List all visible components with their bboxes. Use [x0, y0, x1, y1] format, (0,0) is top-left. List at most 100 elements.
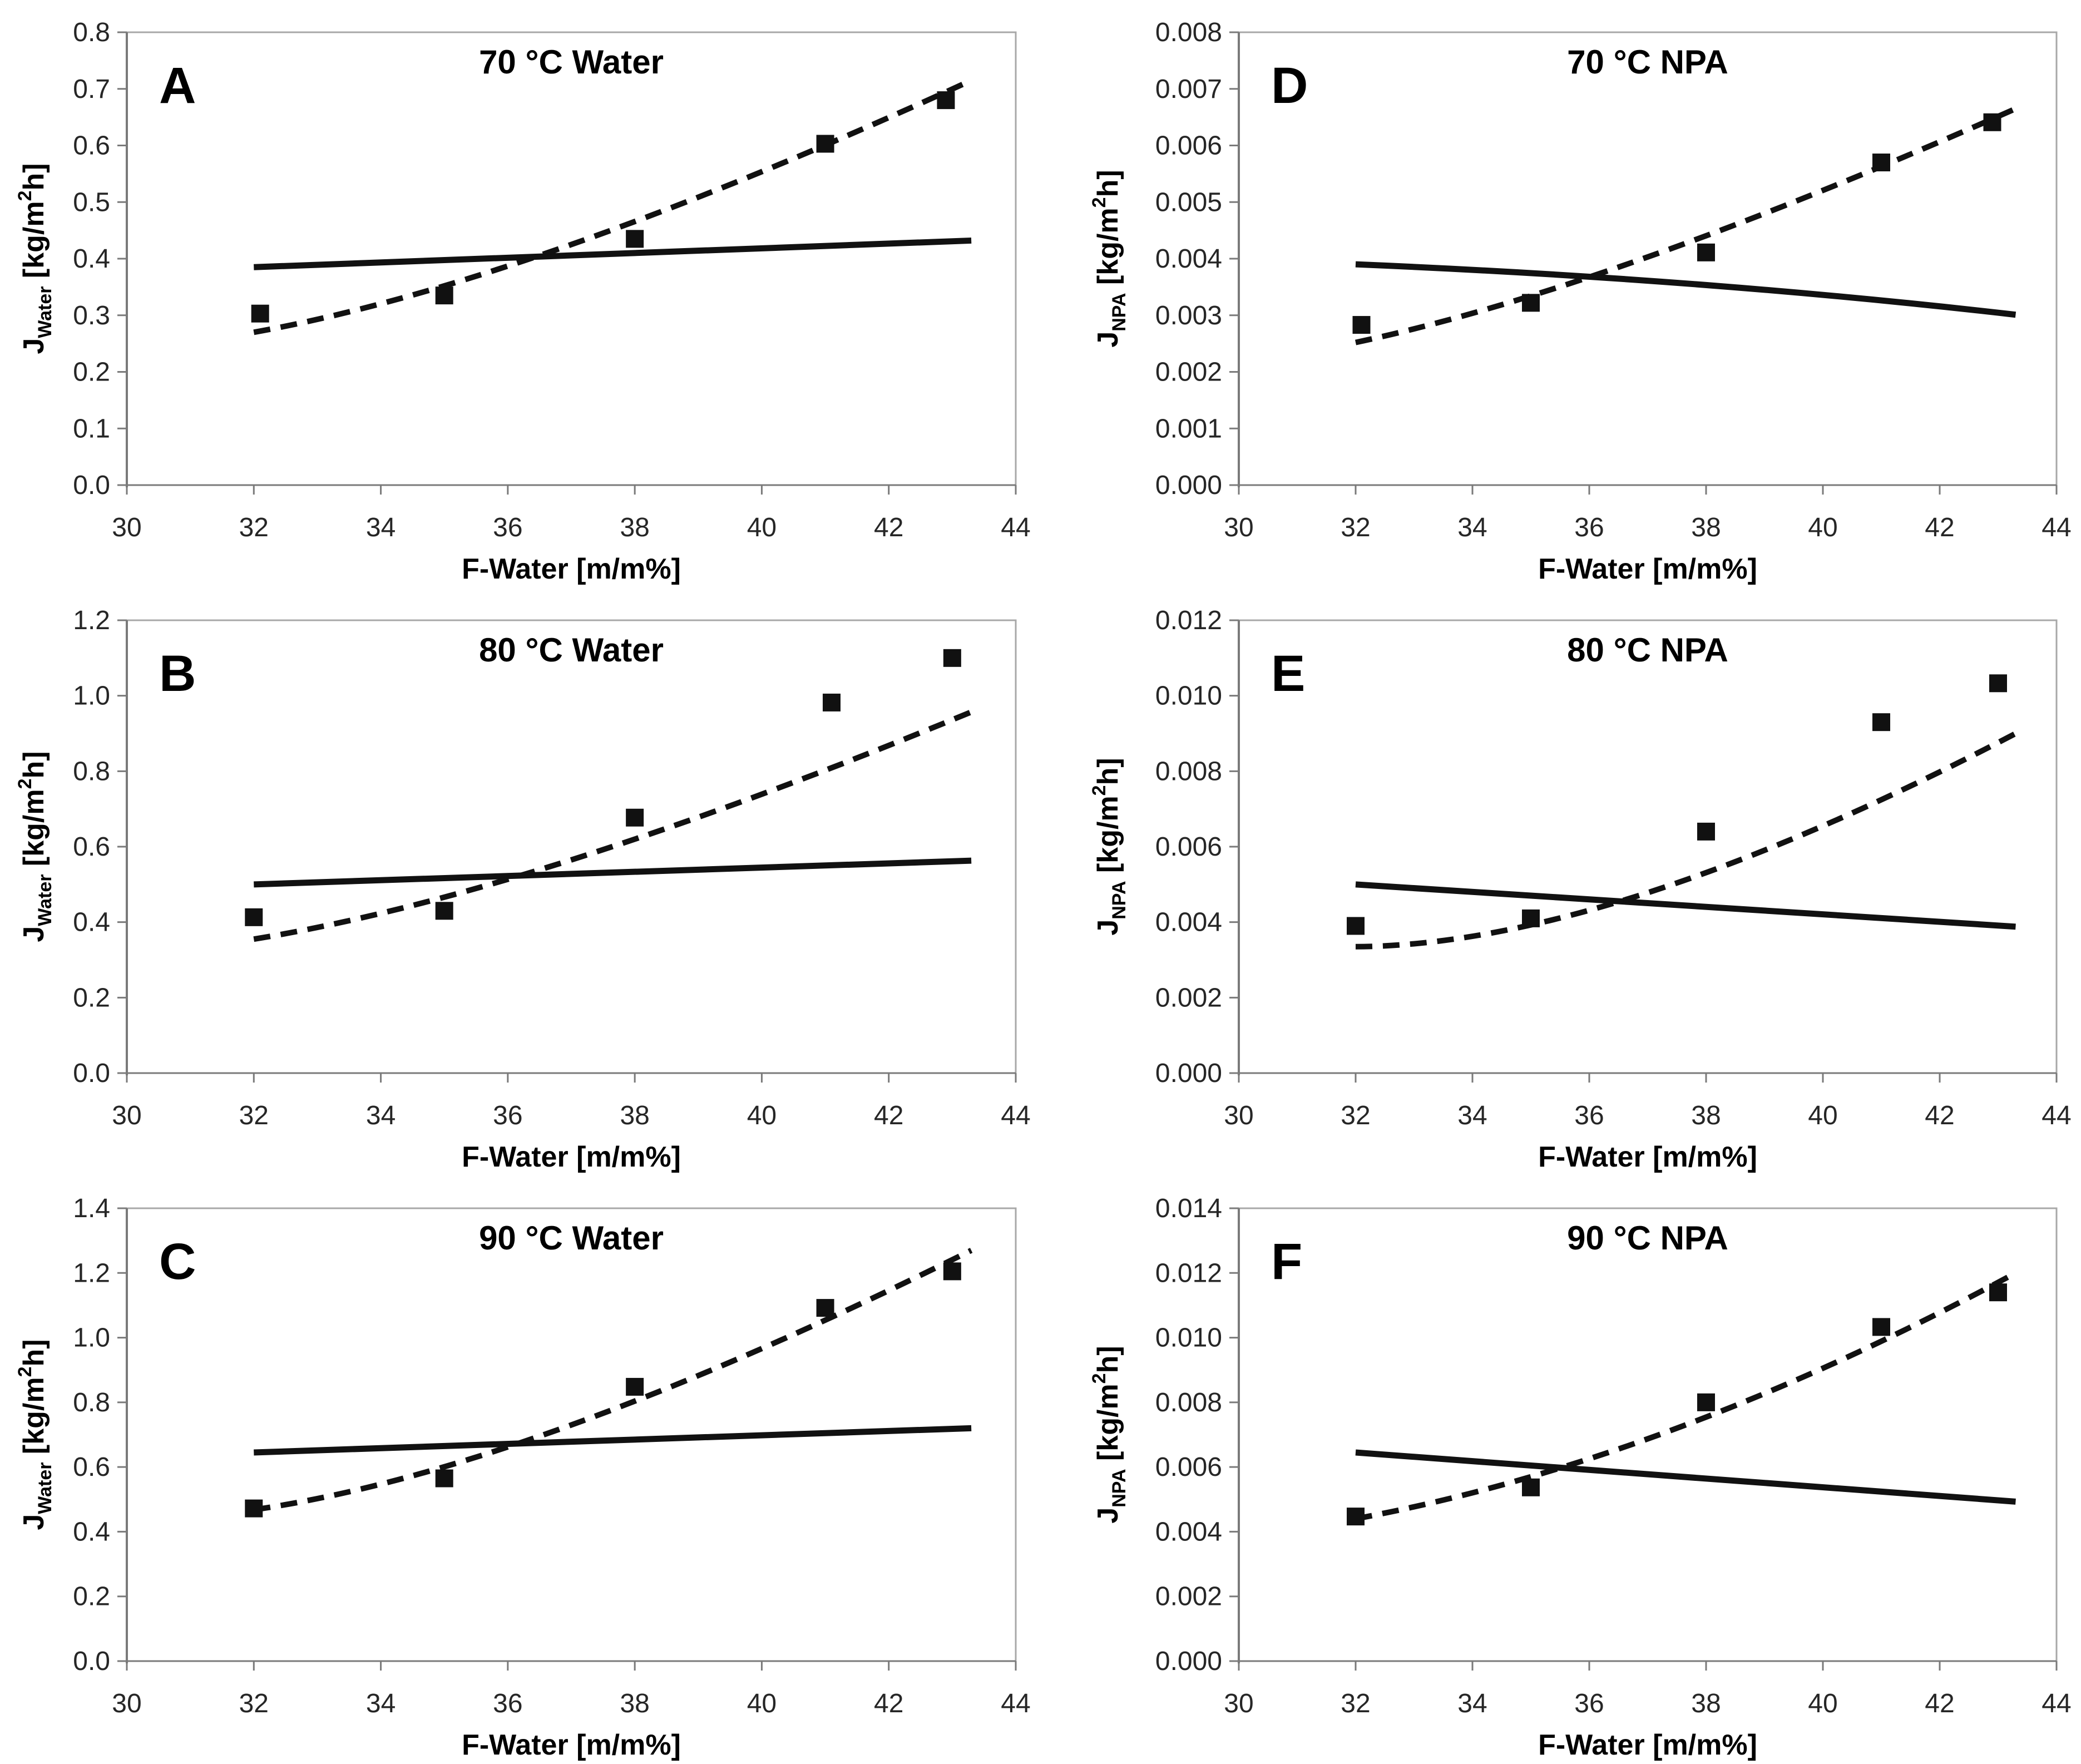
dashed-trend-line — [1355, 106, 2017, 345]
y-axis-title-part: Water — [34, 1462, 56, 1514]
y-tick-label: 0.004 — [1155, 1517, 1222, 1546]
y-tick-label: 1.0 — [73, 681, 110, 711]
data-point-marker — [626, 808, 644, 827]
y-axis-title-part: 2 — [14, 190, 36, 201]
x-tick-label: 38 — [1691, 1101, 1721, 1130]
x-tick-label: 44 — [1001, 513, 1030, 542]
panel-E: 0.000 0.002 0.004 0.006 0.008 0.010 0.012 30 32 3… — [1089, 606, 2072, 1173]
x-tick-label: 42 — [1925, 513, 1954, 542]
y-tick-label: 0.003 — [1155, 301, 1222, 330]
data-point-marker — [1983, 113, 2001, 131]
solid-trend-line — [254, 857, 972, 888]
y-axis-title-part: J — [18, 926, 50, 942]
y-tick-label: 0.000 — [1155, 1647, 1222, 1676]
x-tick-label: 38 — [1691, 1689, 1721, 1718]
y-tick-label: 0.004 — [1155, 244, 1222, 274]
x-tick-label: 40 — [1808, 513, 1837, 542]
x-tick-label: 30 — [112, 1101, 141, 1130]
panel-B: 0.0 0.2 0.4 0.6 0.8 1.0 1.2 30 32 34 36 38 40 42 44 B 80… — [14, 606, 1031, 1173]
x-tick-label: 42 — [1925, 1689, 1954, 1718]
y-axis-title-part: J — [18, 338, 50, 354]
dashed-trend-line — [253, 709, 973, 942]
x-tick-label: 32 — [239, 513, 269, 542]
x-tick-label: 40 — [1808, 1101, 1837, 1130]
data-point-marker — [816, 135, 834, 153]
y-axis-title-part: J — [1092, 332, 1124, 348]
y-tick-label: 0.1 — [73, 414, 110, 443]
y-tick-label: 0.4 — [73, 244, 110, 274]
data-point-marker — [1352, 316, 1371, 334]
y-tick-label: 0.006 — [1155, 1452, 1222, 1482]
data-point-marker — [1347, 917, 1365, 935]
y-axis-title: JWater [kg/m2h] — [14, 751, 56, 942]
y-axis-title-part: J — [1092, 1508, 1124, 1524]
x-tick-label: 32 — [239, 1101, 269, 1130]
data-point-marker — [435, 902, 453, 920]
x-tick-label: 38 — [620, 1101, 649, 1130]
y-tick-label: 0.008 — [1155, 757, 1222, 786]
y-tick-label: 0.0 — [73, 1059, 110, 1088]
y-tick-label: 0.006 — [1155, 131, 1222, 161]
x-tick-label: 36 — [493, 513, 522, 542]
data-point-marker — [245, 908, 263, 926]
x-tick-label: 44 — [1001, 1689, 1030, 1718]
y-tick-label: 0.8 — [73, 757, 110, 786]
x-tick-label: 36 — [1574, 513, 1604, 542]
y-tick-label: 1.2 — [73, 1258, 110, 1288]
data-point-marker — [251, 304, 269, 323]
solid-trend-line — [1355, 1449, 2016, 1505]
y-tick-label: 0.2 — [73, 983, 110, 1012]
data-point-marker — [1522, 1478, 1540, 1496]
y-tick-label: 0.6 — [73, 1452, 110, 1482]
x-tick-label: 30 — [1224, 1101, 1253, 1130]
y-tick-label: 0.010 — [1155, 1323, 1222, 1353]
y-axis-title-part: NPA — [1109, 881, 1130, 919]
plot-border — [126, 619, 1017, 1074]
data-point-marker — [626, 230, 644, 248]
plot-border — [1238, 619, 2058, 1074]
y-tick-label: 0.008 — [1155, 1388, 1222, 1417]
data-point-marker — [435, 1469, 453, 1488]
x-tick-label: 32 — [1341, 513, 1370, 542]
y-axis-title-part: Water — [34, 286, 56, 338]
data-point-marker — [943, 649, 961, 667]
x-tick-label: 44 — [2042, 1101, 2071, 1130]
panel-title: 80 °C Water — [479, 631, 664, 669]
panel-title: 70 °C NPA — [1567, 43, 1728, 81]
y-tick-label: 0.0 — [73, 1647, 110, 1676]
plot-border — [126, 1207, 1017, 1662]
x-tick-label: 32 — [1341, 1689, 1370, 1718]
y-tick-label: 0.002 — [1155, 1582, 1222, 1612]
panel-letter: E — [1271, 645, 1305, 702]
y-axis-title-part: 2 — [1089, 785, 1110, 795]
y-axis-title: JWater [kg/m2h] — [14, 163, 56, 354]
dashed-trend-line — [1355, 731, 2017, 950]
y-tick-label: 0.000 — [1155, 1059, 1222, 1088]
y-tick-label: 0.012 — [1155, 1258, 1222, 1288]
panel-letter: A — [159, 57, 196, 114]
y-tick-label: 0.8 — [73, 18, 110, 47]
data-point-marker — [1522, 909, 1540, 927]
y-axis-title-part: h] — [18, 1339, 50, 1366]
panel-letter: B — [159, 645, 196, 702]
x-tick-label: 36 — [493, 1101, 522, 1130]
panel-letter: F — [1271, 1233, 1302, 1290]
y-axis-title-part: h] — [18, 163, 50, 190]
y-tick-label: 0.6 — [73, 832, 110, 862]
x-axis-title: F-Water [m/m%] — [462, 1141, 681, 1173]
y-tick-label: 0.004 — [1155, 908, 1222, 937]
y-axis-title-part: [kg/m — [1092, 795, 1124, 881]
y-tick-label: 0.010 — [1155, 681, 1222, 711]
y-axis-title-part: 2 — [1089, 197, 1110, 207]
x-tick-label: 34 — [366, 1101, 396, 1130]
y-tick-label: 0.007 — [1155, 75, 1222, 104]
y-axis-title-part: NPA — [1109, 293, 1130, 331]
x-tick-label: 40 — [747, 513, 777, 542]
data-point-marker — [1989, 1283, 2007, 1302]
data-point-marker — [822, 693, 841, 711]
y-tick-label: 0.2 — [73, 1582, 110, 1612]
x-tick-label: 42 — [1925, 1101, 1954, 1130]
panel-C: 0.0 0.2 0.4 0.6 0.8 1.0 1.2 1.4 30 32 34 36 38 40 42 44… — [14, 1194, 1031, 1761]
panel-title: 80 °C NPA — [1567, 631, 1728, 669]
